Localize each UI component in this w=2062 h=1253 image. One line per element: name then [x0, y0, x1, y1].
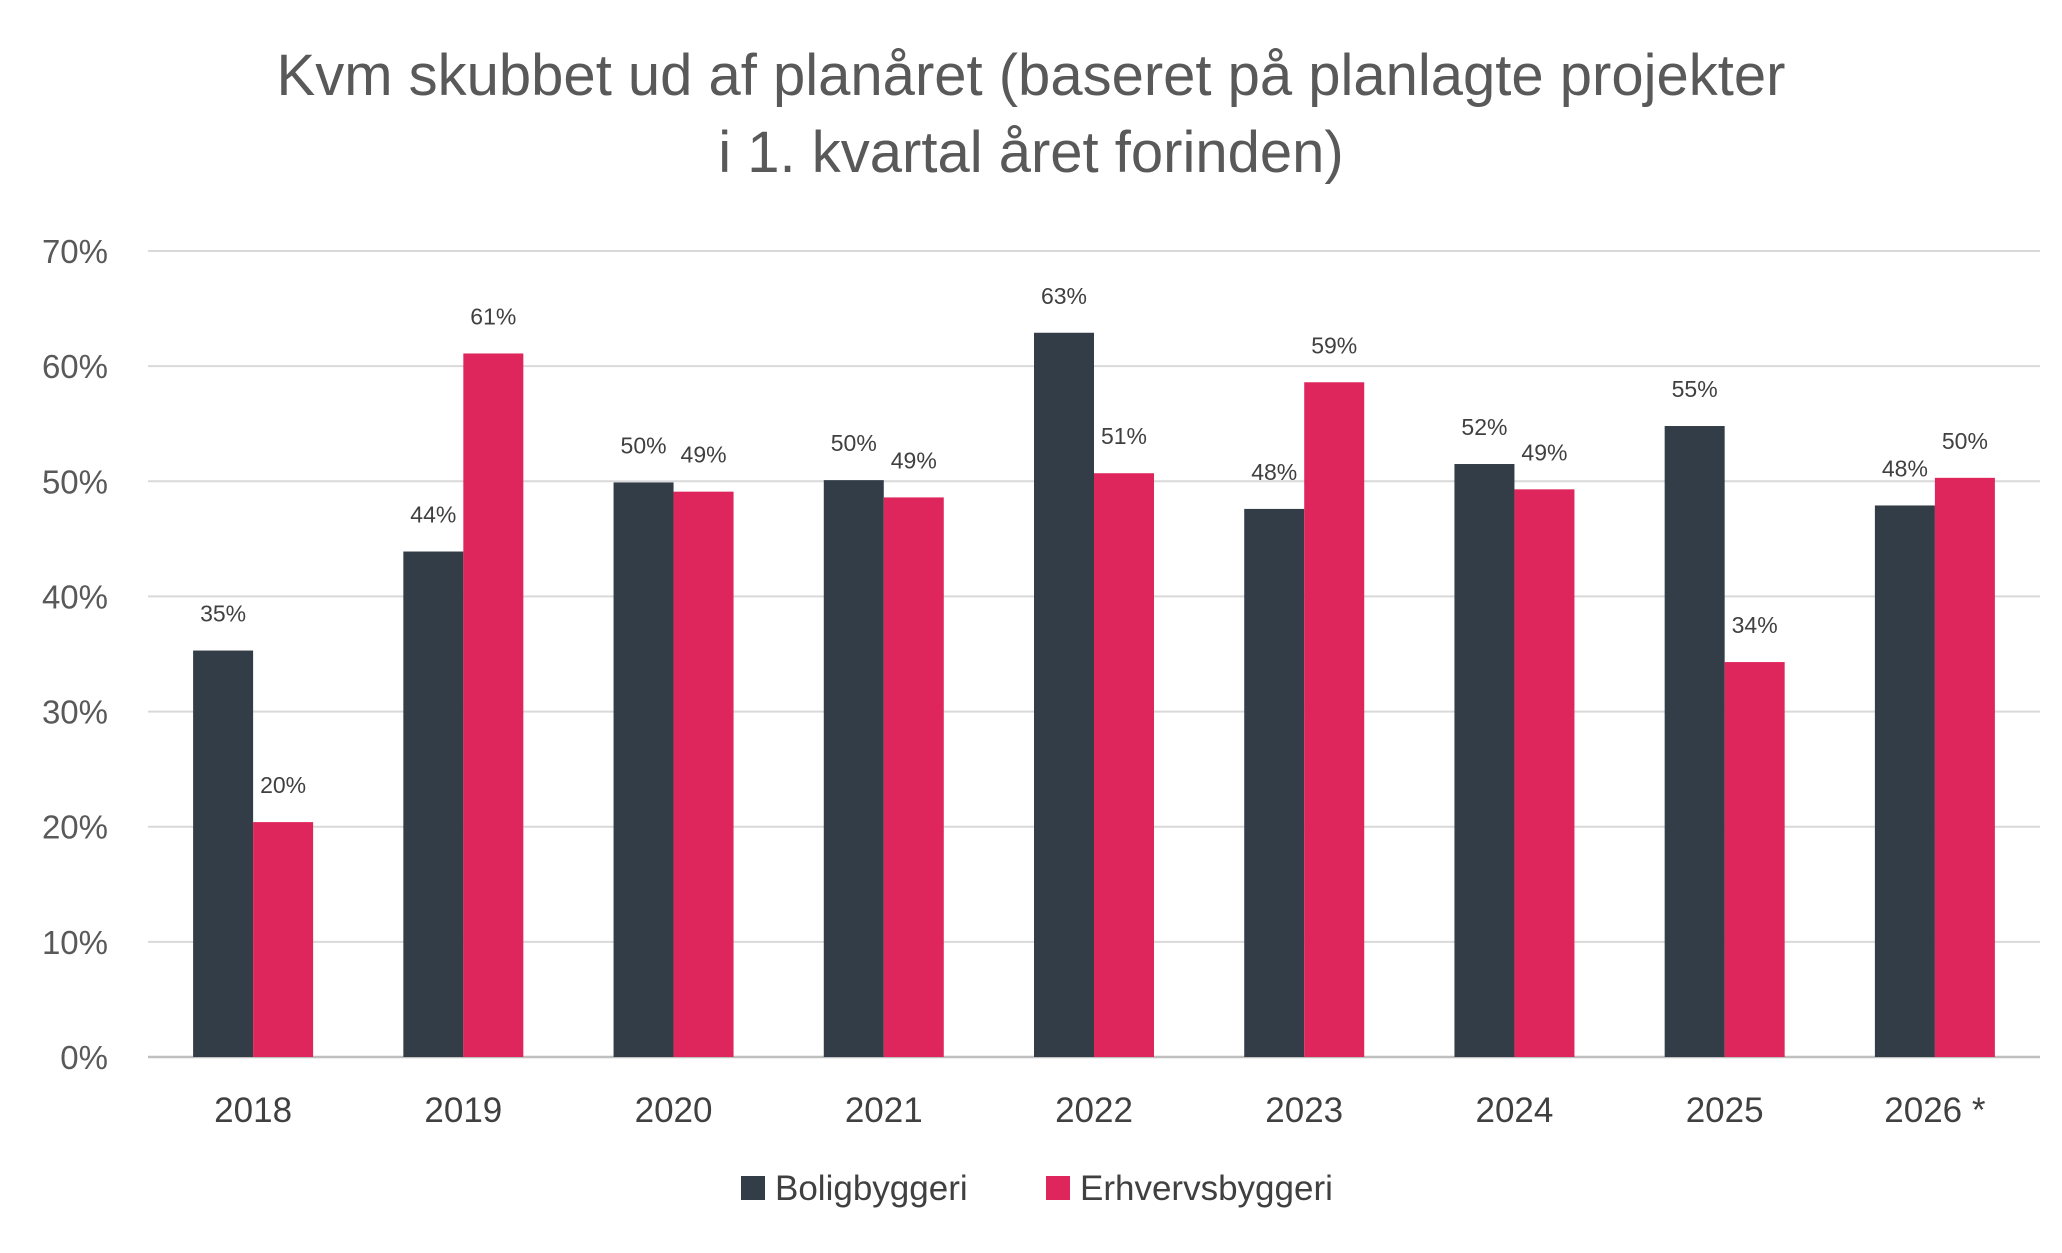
- bar-erhvervsbyggeri-2025: [1724, 662, 1785, 1057]
- data-label: 48%: [1882, 455, 1928, 481]
- data-label: 61%: [470, 303, 516, 329]
- data-label: 34%: [1732, 612, 1778, 638]
- data-labels: 35% 20% 44% 61% 50% 49% 50% 49% 63% 51% 48% 59% 52% 4…: [200, 283, 1988, 798]
- x-tick-label: 2021: [845, 1091, 923, 1130]
- x-tick-label: 2024: [1476, 1091, 1554, 1130]
- data-label: 55%: [1672, 376, 1718, 402]
- x-tick-label: 2026 *: [1884, 1091, 1986, 1130]
- legend-label: Erhvervsbyggeri: [1080, 1169, 1333, 1208]
- x-tick-label: 2018: [214, 1091, 292, 1130]
- bar-erhvervsbyggeri-2026: [1934, 477, 1995, 1057]
- data-label: 48%: [1251, 459, 1297, 485]
- bar-erhvervsbyggeri-2019: [463, 353, 524, 1057]
- data-label: 50%: [621, 432, 667, 458]
- data-label: 49%: [681, 442, 727, 468]
- x-tick-label: 2020: [635, 1091, 713, 1130]
- bar-boligbyggeri-2025: [1664, 426, 1725, 1057]
- legend-swatch: [1046, 1176, 1070, 1200]
- bar-erhvervsbyggeri-2024: [1514, 489, 1575, 1057]
- data-label: 35%: [200, 601, 246, 627]
- bar-boligbyggeri-2024: [1454, 464, 1515, 1057]
- x-tick-label: 2025: [1686, 1091, 1764, 1130]
- y-tick-label: 60%: [42, 348, 108, 385]
- y-tick-label: 70%: [42, 233, 108, 270]
- data-label: 59%: [1311, 332, 1357, 358]
- bar-boligbyggeri-2021: [823, 480, 884, 1057]
- x-tick-label: 2023: [1265, 1091, 1343, 1130]
- bar-erhvervsbyggeri-2018: [253, 822, 314, 1057]
- y-tick-label: 20%: [42, 809, 108, 846]
- data-label: 52%: [1461, 414, 1507, 440]
- bar-erhvervsbyggeri-2022: [1094, 473, 1154, 1057]
- bar-erhvervsbyggeri-2020: [673, 491, 734, 1057]
- bar-boligbyggeri-2023: [1244, 508, 1305, 1057]
- x-tick-label: 2022: [1055, 1091, 1133, 1130]
- x-tick-label: 2019: [424, 1091, 502, 1130]
- chart-title-line-2: i 1. kvartal året forinden): [718, 120, 1343, 185]
- y-tick-label: 50%: [42, 463, 108, 500]
- legend-label: Boligbyggeri: [775, 1169, 968, 1208]
- data-label: 44%: [410, 502, 456, 528]
- y-tick-label: 10%: [42, 924, 108, 961]
- data-label: 50%: [831, 430, 877, 456]
- bar-boligbyggeri-2022: [1034, 332, 1094, 1057]
- bar-boligbyggeri-2018: [193, 650, 254, 1057]
- bar-erhvervsbyggeri-2021: [883, 497, 944, 1057]
- y-axis: 0% 10% 20% 30% 40% 50% 60% 70%: [42, 233, 108, 1076]
- data-label: 20%: [260, 772, 306, 798]
- data-label: 50%: [1942, 428, 1988, 454]
- x-axis: 2018 2019 2020 2021 2022 2023 2024 2025 2026 *: [214, 1091, 1986, 1130]
- data-label: 51%: [1101, 423, 1147, 449]
- chart-title-line-1: Kvm skubbet ud af planåret (baseret på p…: [277, 43, 1786, 108]
- y-tick-label: 30%: [42, 694, 108, 731]
- bar-boligbyggeri-2019: [403, 551, 464, 1057]
- bars: [193, 332, 1995, 1058]
- y-tick-label: 0%: [60, 1039, 108, 1076]
- bar-boligbyggeri-2020: [613, 482, 674, 1057]
- bar-erhvervsbyggeri-2023: [1304, 382, 1365, 1058]
- data-label: 49%: [1521, 439, 1567, 465]
- data-label: 63%: [1041, 283, 1087, 309]
- bar-boligbyggeri-2026: [1874, 505, 1935, 1058]
- legend-swatch: [741, 1176, 765, 1200]
- y-tick-label: 40%: [42, 578, 108, 615]
- data-label: 49%: [891, 447, 937, 473]
- legend: Boligbyggeri Erhvervsbyggeri: [741, 1169, 1333, 1208]
